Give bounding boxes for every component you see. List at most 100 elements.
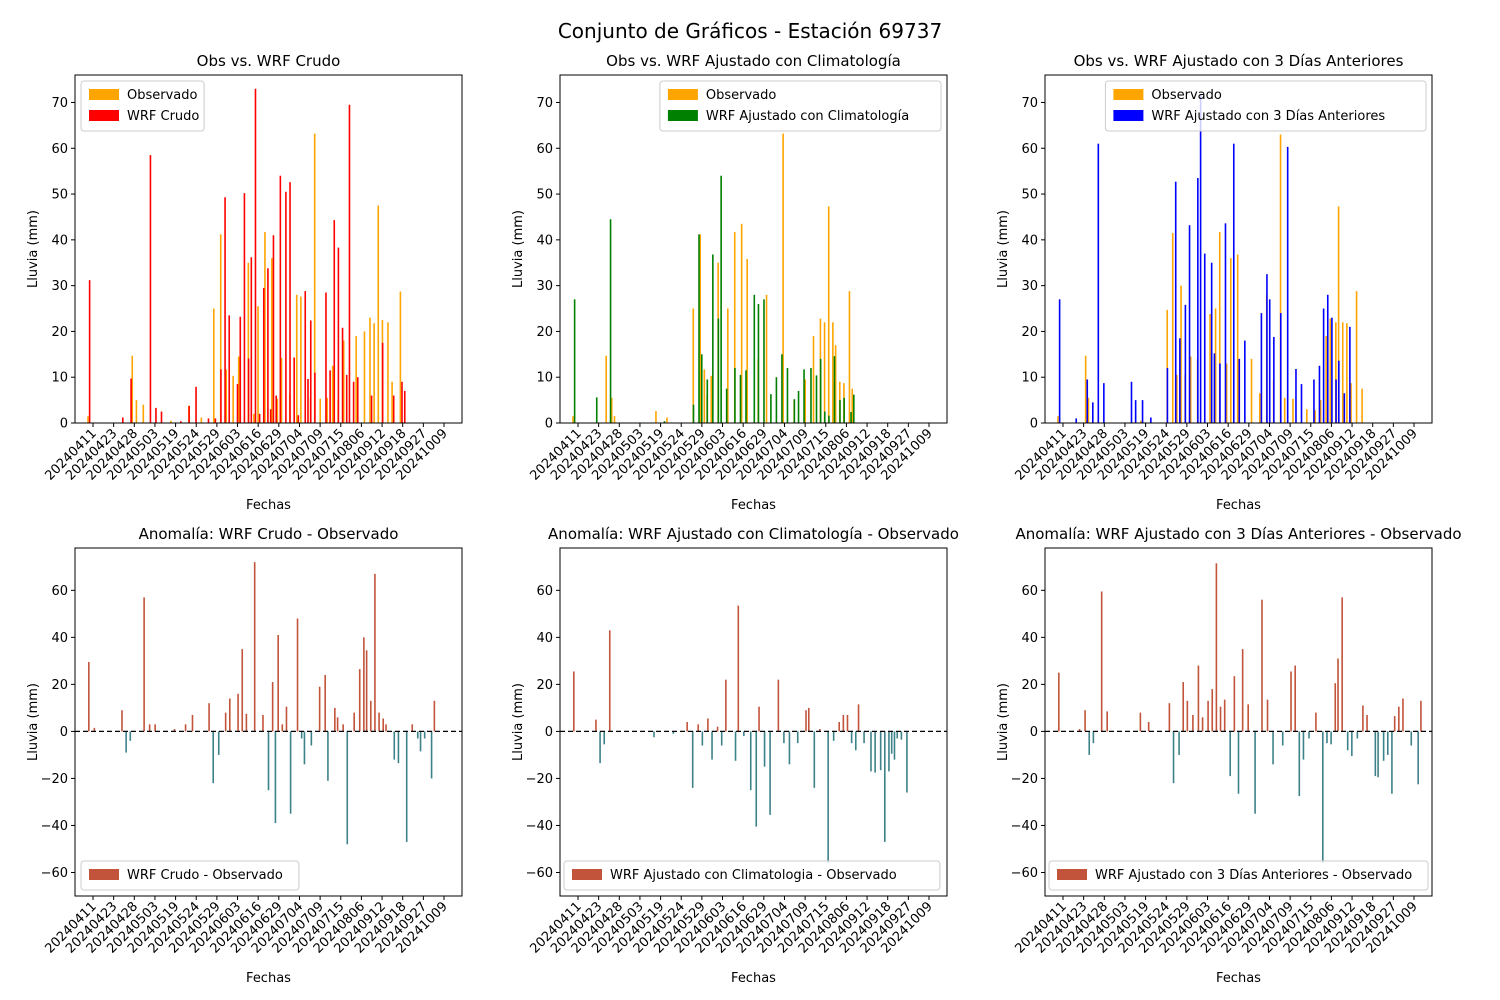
bar-wrf [1349, 326, 1351, 423]
bar-observado [666, 417, 668, 423]
anomaly-bar [281, 724, 284, 732]
bar-observado [1306, 409, 1308, 423]
bar-wrf [88, 280, 91, 423]
bar-wrf [1338, 360, 1340, 423]
anomaly-bar [430, 731, 433, 779]
bar-wrf [207, 418, 210, 423]
bar-wrf [1273, 336, 1275, 423]
legend-swatch [89, 869, 119, 880]
bar-wrf [333, 220, 336, 423]
bar-observado [1180, 285, 1182, 423]
bar-wrf [1295, 368, 1297, 423]
anomaly-bar [1374, 731, 1377, 777]
legend: Observado WRF Ajustado con Climatología [659, 80, 942, 132]
bar-observado [1229, 258, 1232, 423]
bar-observado [1057, 416, 1059, 423]
bar-wrf [753, 294, 756, 423]
anomaly-bar [906, 731, 908, 793]
anomaly-bar [749, 731, 752, 791]
y-tick-label: 60 [51, 584, 68, 599]
anomaly-bar [1322, 731, 1324, 864]
anomaly-bar [1186, 700, 1189, 732]
bar-wrf [180, 421, 182, 423]
y-tick-label: 40 [536, 631, 553, 646]
bar-wrf [720, 175, 722, 423]
axes-frame [1044, 74, 1433, 424]
anomaly-bar [711, 731, 713, 760]
bar-wrf [1343, 393, 1346, 423]
anomaly-bar [707, 718, 709, 732]
anomaly-bar [1326, 731, 1328, 744]
legend-label: WRF Crudo - Observado [127, 868, 283, 883]
bar-wrf [309, 320, 312, 423]
legend: WRF Ajustado con Climatologia - Observad… [563, 860, 941, 891]
anomaly-bar [237, 693, 239, 732]
figure-title: Conjunto de Gráficos - Estación 69737 [558, 19, 942, 43]
bar-observado [271, 258, 273, 423]
anomaly-bar [653, 731, 655, 738]
anomaly-bar [1272, 731, 1274, 765]
bar-wrf [698, 234, 700, 423]
bar-wrf [739, 374, 742, 423]
bar-wrf [786, 368, 789, 423]
bar-wrf [1150, 417, 1152, 423]
bar-wrf [1210, 262, 1213, 423]
bar-wrf [1232, 143, 1235, 423]
y-tick-label: 50 [536, 188, 553, 203]
anomaly-bar [1417, 731, 1419, 785]
anomaly-bar [1290, 671, 1292, 732]
anomaly-bar [725, 679, 727, 732]
anomaly-bar [173, 729, 176, 732]
legend-label: WRF Ajustado con 3 Días Anteriores [1151, 109, 1385, 124]
x-axis-label: Fechas [731, 498, 776, 513]
anomaly-bar [805, 710, 807, 732]
bar-observado [355, 336, 357, 423]
anomaly-bar [277, 635, 279, 732]
y-tick-label: 40 [51, 233, 68, 248]
bar-wrf [1103, 383, 1105, 423]
bar-wrf [1286, 146, 1289, 423]
bar-wrf [839, 400, 841, 423]
anomaly-bar [191, 714, 194, 732]
anomaly-bar [573, 671, 575, 732]
anomaly-bar [1341, 597, 1343, 732]
bar-observado [610, 397, 613, 423]
bar-observado [1084, 355, 1087, 423]
bar-wrf [401, 381, 403, 423]
bar-observado [87, 416, 89, 423]
anomaly-bar [1410, 731, 1413, 746]
anomaly-bar [423, 731, 426, 739]
bar-observado [703, 369, 706, 423]
bar-wrf [275, 395, 278, 423]
bar-wrf [1197, 178, 1199, 423]
anomaly-bar [716, 726, 719, 732]
anomaly-bar [405, 731, 408, 842]
chart-panel-2: Obs vs. WRF Ajustado con Climatología 0 10… [511, 52, 948, 513]
bar-observado [135, 400, 138, 423]
anomaly-bar [879, 731, 882, 771]
bar-wrf [770, 394, 772, 423]
bar-observado [605, 355, 607, 423]
anomaly-bar [1139, 712, 1142, 732]
bar-observado [300, 296, 302, 423]
bar-observado [710, 375, 713, 423]
bar-observado [1346, 323, 1348, 423]
anomaly-bar [1330, 731, 1332, 745]
panels-group: Obs vs. WRF Crudo01020304050607020240411… [26, 52, 1462, 986]
bar-observado [326, 397, 328, 423]
bar-observado [1218, 232, 1221, 423]
anomaly-bar [208, 703, 210, 732]
bar-observado [331, 365, 334, 423]
bar-observado [237, 356, 240, 423]
anomaly-bar [697, 724, 700, 732]
y-tick-label: 10 [536, 371, 553, 386]
anomaly-bar [1092, 731, 1095, 744]
anomaly-bar [608, 630, 611, 732]
bar-observado [572, 416, 574, 423]
bar-observado [832, 322, 834, 423]
anomaly-bar [148, 724, 151, 732]
y-axis-label: Lluvia (mm) [996, 210, 1011, 288]
bar-wrf [337, 247, 340, 423]
bar-wrf [392, 395, 395, 423]
bar-wrf [279, 175, 282, 423]
